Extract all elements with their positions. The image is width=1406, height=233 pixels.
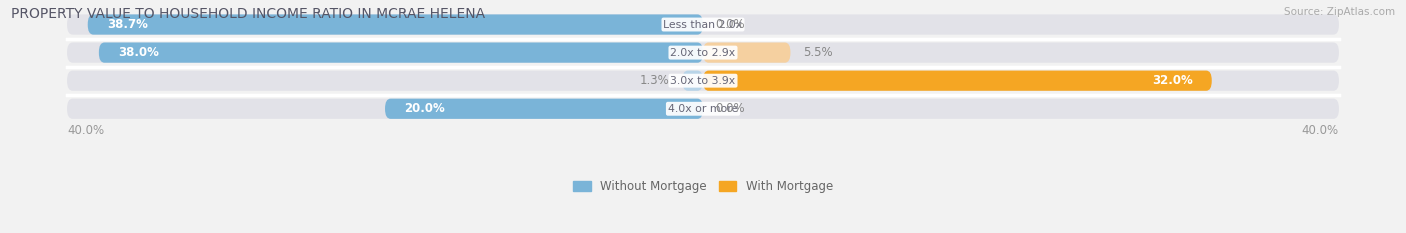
Text: Source: ZipAtlas.com: Source: ZipAtlas.com	[1284, 7, 1395, 17]
Text: 20.0%: 20.0%	[404, 102, 444, 115]
Text: 40.0%: 40.0%	[1302, 124, 1339, 137]
Text: 4.0x or more: 4.0x or more	[668, 104, 738, 114]
FancyBboxPatch shape	[67, 14, 1339, 35]
FancyBboxPatch shape	[67, 99, 1339, 119]
Text: 38.0%: 38.0%	[118, 46, 159, 59]
Text: 38.7%: 38.7%	[107, 18, 148, 31]
FancyBboxPatch shape	[703, 42, 790, 63]
Text: Less than 2.0x: Less than 2.0x	[664, 20, 742, 30]
FancyBboxPatch shape	[385, 99, 703, 119]
FancyBboxPatch shape	[703, 71, 1212, 91]
Legend: Without Mortgage, With Mortgage: Without Mortgage, With Mortgage	[574, 180, 832, 193]
Text: 40.0%: 40.0%	[67, 124, 104, 137]
Text: 2.0x to 2.9x: 2.0x to 2.9x	[671, 48, 735, 58]
Text: PROPERTY VALUE TO HOUSEHOLD INCOME RATIO IN MCRAE HELENA: PROPERTY VALUE TO HOUSEHOLD INCOME RATIO…	[11, 7, 485, 21]
FancyBboxPatch shape	[87, 14, 703, 35]
Text: 0.0%: 0.0%	[716, 18, 745, 31]
FancyBboxPatch shape	[682, 71, 703, 91]
FancyBboxPatch shape	[67, 71, 1339, 91]
Text: 0.0%: 0.0%	[716, 102, 745, 115]
Text: 3.0x to 3.9x: 3.0x to 3.9x	[671, 76, 735, 86]
Text: 32.0%: 32.0%	[1152, 74, 1192, 87]
Text: 5.5%: 5.5%	[803, 46, 832, 59]
FancyBboxPatch shape	[98, 42, 703, 63]
Text: 1.3%: 1.3%	[640, 74, 669, 87]
FancyBboxPatch shape	[67, 42, 1339, 63]
